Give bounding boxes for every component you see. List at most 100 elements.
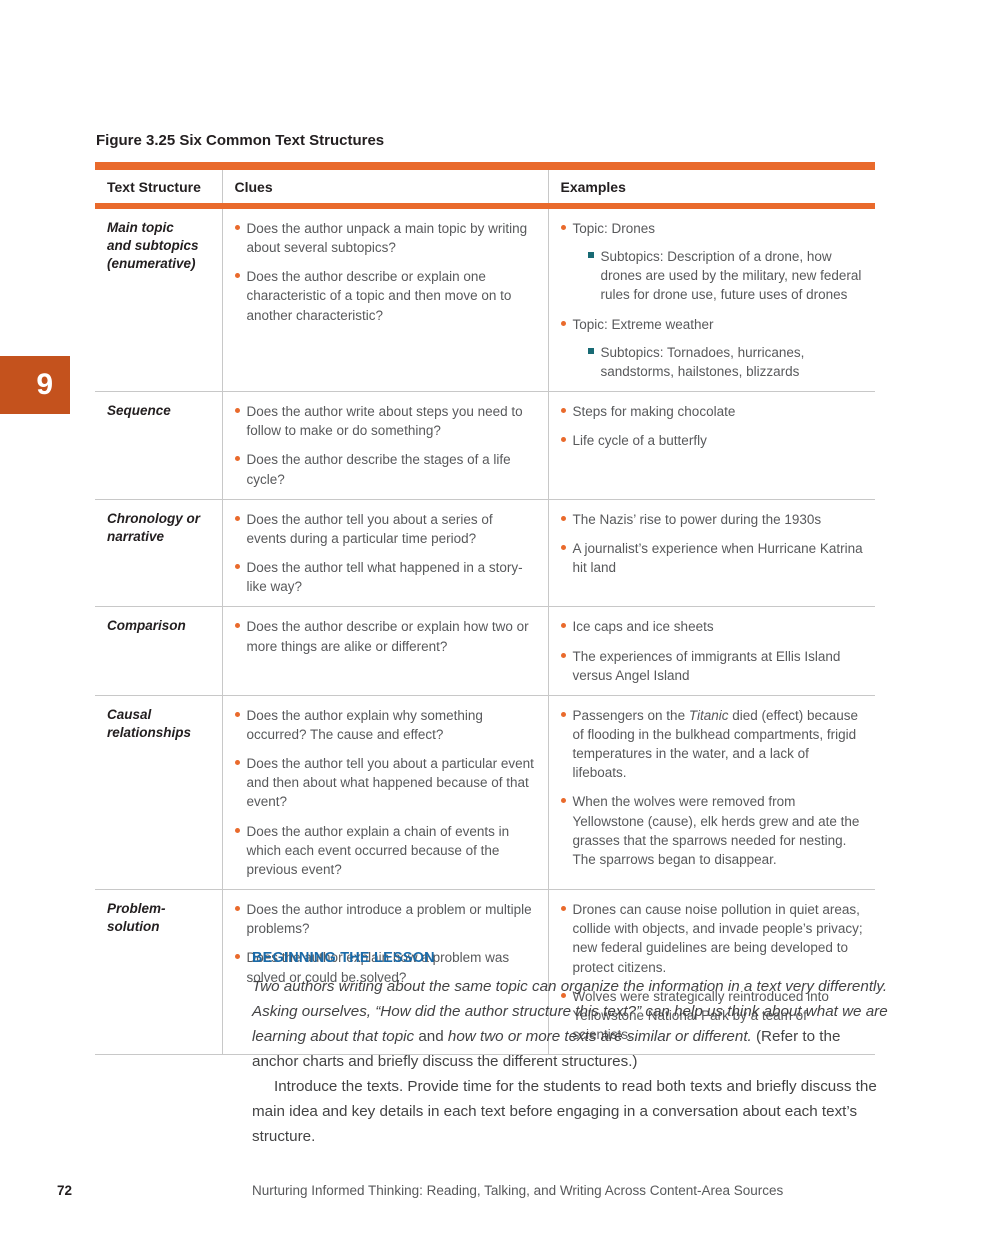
clue-text: Does the author tell you about a particu… — [246, 756, 534, 810]
square-bullet-icon — [587, 347, 594, 354]
chapter-number-tab: 9 — [0, 356, 70, 414]
column-header-text-structure: Text Structure — [95, 170, 223, 209]
example-item: Topic: Extreme weather Subtopics: Tornado… — [560, 315, 864, 381]
clue-text: Does the author introduce a problem or m… — [246, 902, 532, 937]
example-item: A journalist’s experience when Hurricane… — [560, 539, 864, 577]
lesson-text-segment: and — [418, 1027, 448, 1045]
column-header-clues: Clues — [222, 170, 549, 209]
clue-item: Does the author describe or explain how … — [234, 617, 536, 655]
clue-item: Does the author tell what happened in a … — [234, 558, 536, 596]
example-text: Topic: Drones Subtopics: Description of a… — [573, 219, 864, 305]
clue-item: Does the author explain how a problem wa… — [234, 948, 536, 986]
bullet-icon — [560, 906, 566, 912]
bullet-icon — [234, 408, 240, 414]
clue-item: Does the author unpack a main topic by w… — [234, 219, 536, 257]
bullet-icon — [234, 456, 240, 462]
table-row: Main topic and subtopics (enumerative) Do… — [95, 206, 875, 392]
beginning-the-lesson-section: BEGINNING THE LESSON Two authors writing… — [252, 950, 889, 1149]
table-row: Sequence Does the author write about step… — [95, 391, 875, 500]
example-item: Life cycle of a butterfly — [560, 431, 864, 450]
clue-text: Does the author explain a chain of event… — [246, 823, 510, 877]
clue-text: Does the author write about steps you ne… — [246, 404, 523, 439]
page-number: 72 — [57, 1183, 73, 1198]
example-item: Drones can cause noise pollution in quie… — [560, 900, 864, 977]
running-footer: Nurturing Informed Thinking: Reading, Ta… — [252, 1183, 784, 1198]
bullet-icon — [234, 515, 240, 521]
bullet-icon — [234, 760, 240, 766]
example-text: Topic: Extreme weather Subtopics: Tornado… — [573, 315, 864, 381]
text-structures-table: Text Structure Clues Examples Main topic… — [95, 162, 875, 1056]
clue-item: Does the author describe or explain one … — [234, 267, 536, 324]
lesson-text-segment: (Refer to the anchor charts and briefly … — [252, 1027, 841, 1070]
example-text: Steps for making chocolate — [572, 404, 736, 420]
example-text: The experiences of immigrants at Ellis I… — [572, 648, 841, 683]
section-heading: BEGINNING THE LESSON — [252, 950, 435, 966]
example-text: Passengers on the Titanic died (effect) … — [572, 707, 859, 781]
table-top-accent-bar — [95, 162, 875, 170]
table-row: Comparison Does the author describe or ex… — [95, 606, 875, 696]
clue-text: Does the author tell you about a series … — [246, 511, 493, 546]
example-item: Steps for making chocolate — [560, 402, 864, 421]
example-item: Topic: Drones Subtopics: Description of a… — [560, 219, 864, 305]
figure-title: Six Common Text Structures — [175, 132, 385, 149]
bullet-icon — [234, 273, 240, 279]
clue-item: Does the author write about steps you ne… — [234, 402, 536, 440]
example-text: When the wolves were removed from Yellow… — [572, 794, 860, 867]
lesson-text-segment: how two or more texts are similar or dif… — [447, 1027, 756, 1045]
example-text: The Nazis’ rise to power during the 1930… — [572, 511, 822, 527]
example-item: The Nazis’ rise to power during the 1930… — [560, 510, 864, 529]
figure-label: Figure 3.25 — [96, 132, 176, 149]
clue-text: Does the author explain how a problem wa… — [246, 950, 510, 985]
example-text: Drones can cause noise pollution in quie… — [572, 902, 863, 975]
example-item: The experiences of immigrants at Ellis I… — [560, 647, 864, 685]
bullet-icon — [234, 225, 240, 230]
clue-item: Does the author explain why something oc… — [234, 706, 536, 744]
bullet-icon — [560, 408, 566, 414]
structure-name: Causal relationships — [107, 706, 192, 740]
clue-text: Does the author describe or explain how … — [246, 619, 529, 654]
table-row: Chronology or narrative Does the author t… — [95, 498, 875, 607]
table-row: Causal relationships Does the author expl… — [95, 694, 875, 890]
structure-name: Problem- solution — [107, 901, 166, 934]
example-item: Ice caps and ice sheets — [560, 617, 864, 636]
bullet-icon — [560, 437, 566, 443]
bullet-icon — [234, 711, 240, 717]
clue-item: Does the author introduce a problem or m… — [234, 900, 536, 938]
bullet-icon — [234, 564, 240, 570]
chapter-number: 9 — [36, 368, 53, 401]
sub-example-item: Subtopics: Tornadoes, hurricanes, sandst… — [587, 343, 864, 381]
table-row: Problem- solution Does the author introdu… — [95, 889, 875, 1056]
sub-example-item: Subtopics: Description of a drone, how d… — [587, 247, 864, 304]
bullet-icon — [234, 906, 240, 912]
example-text: A journalist’s experience when Hurricane… — [572, 540, 863, 576]
bullet-icon — [560, 798, 566, 804]
bullet-icon — [560, 225, 566, 230]
clue-text: Does the author unpack a main topic by w… — [246, 221, 528, 256]
bullet-icon — [560, 623, 566, 629]
clue-item: Does the author explain a chain of event… — [234, 822, 536, 879]
example-text: Life cycle of a butterfly — [572, 433, 707, 449]
bullet-icon — [234, 827, 240, 833]
example-item: Passengers on the Titanic died (effect) … — [560, 706, 864, 783]
clue-text: Does the author tell what happened in a … — [246, 560, 523, 595]
bullet-icon — [560, 711, 566, 717]
figure-caption: Figure 3.25 Six Common Text Structures — [96, 132, 384, 149]
sub-example-text: Subtopics: Description of a drone, how d… — [600, 249, 862, 303]
example-item: When the wolves were removed from Yellow… — [560, 792, 864, 869]
sub-example-text: Subtopics: Tornadoes, hurricanes, sandst… — [600, 344, 805, 379]
bullet-icon — [560, 992, 566, 998]
bullet-icon — [560, 515, 566, 521]
bullet-icon — [234, 623, 240, 629]
table-header-row: Text Structure Clues Examples — [95, 170, 875, 209]
square-bullet-icon — [587, 252, 594, 259]
clue-item: Does the author tell you about a particu… — [234, 754, 536, 811]
structure-name: Chronology or narrative — [107, 510, 200, 544]
lesson-paragraph-1: Two authors writing about the same topic… — [252, 975, 889, 1075]
bullet-icon — [560, 652, 566, 658]
clue-text: Does the author explain why something oc… — [246, 707, 483, 742]
table: Text Structure Clues Examples Main topic… — [95, 170, 875, 1056]
example-item: Wolves were strategically reintroduced i… — [560, 987, 864, 1044]
example-text: Wolves were strategically reintroduced i… — [572, 988, 829, 1042]
structure-name: Main topic and subtopics (enumerative) — [107, 220, 199, 271]
